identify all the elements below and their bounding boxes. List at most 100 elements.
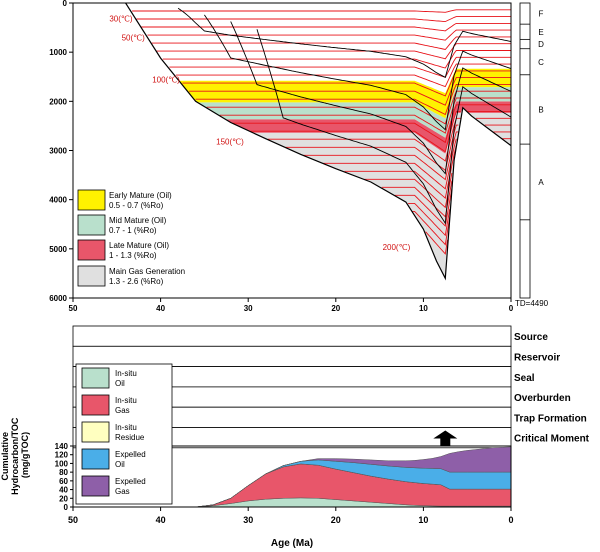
x-tick-label: 40 [156, 515, 166, 525]
isotherm-line [151, 36, 511, 50]
legend-swatch-early [77, 189, 106, 211]
legend-gas-range: 1.3 - 2.6 (%Ro) [109, 277, 164, 286]
maturity-legend: Early Mature (Oil) 0.5 - 0.7 (%Ro) Mid M… [77, 189, 185, 287]
y-tick-label: 1000 [49, 48, 67, 57]
isotherm-line [147, 29, 511, 41]
formation-label: F [539, 10, 544, 19]
event-grid [72, 325, 512, 449]
generation-legend-label: In-situ [115, 423, 137, 432]
generation-legend-swatch [81, 475, 110, 497]
stratigraphic-horizon [204, 14, 511, 131]
basement-boundary [125, 3, 511, 281]
event-label: Overburden [514, 393, 571, 404]
generation-legend-label: Residue [115, 433, 145, 442]
y-tick-label: 40 [59, 486, 68, 495]
legend-early-range: 0.5 - 0.7 (%Ro) [109, 201, 164, 210]
event-labels: Source Reservoir Seal Overburden Trap Format… [514, 332, 590, 445]
generation-x-label: Age (Ma) [271, 538, 313, 549]
isotherm-label: 30(℃) [109, 15, 133, 24]
isotherm-line [381, 180, 453, 218]
isotherm-line [156, 43, 511, 60]
y-tick-label: 140 [55, 442, 69, 451]
formation-label: A [538, 178, 544, 187]
isotherm-line [136, 16, 511, 23]
generation-legend-swatch [81, 367, 110, 389]
y-tick-label: 2000 [49, 97, 67, 106]
y-tick-label: 0 [64, 503, 69, 512]
isotherm-line [250, 111, 511, 153]
isotherm-line [206, 90, 511, 125]
burial-y-axis: 0 1000 2000 3000 4000 5000 6000 [49, 0, 73, 303]
generation-legend: In-situOilIn-situGasIn-situResidueExpell… [75, 363, 173, 505]
generation-legend-swatch [81, 448, 110, 470]
isotherm-line [189, 77, 511, 106]
generation-area [195, 446, 511, 507]
formation-label: C [538, 58, 544, 67]
event-label: Reservoir [514, 352, 560, 363]
isotherm-line [303, 131, 511, 181]
legend-swatch-mid [77, 214, 106, 236]
y-label-line-1: Cumulative [0, 432, 10, 481]
generation-x-axis: 50 40 30 20 10 0 [68, 507, 514, 525]
y-tick-label: 60 [59, 477, 68, 486]
generation-y-label: Cumulative Hydrocarbon/TOC (mg/gTOC) [0, 415, 30, 495]
isotherm-line [140, 22, 511, 32]
legend-swatch-late [77, 239, 106, 261]
x-tick-label: 10 [418, 515, 428, 525]
isotherm-line [175, 63, 511, 88]
isotherm-line [267, 117, 511, 162]
y-tick-label: 120 [55, 451, 69, 460]
isotherm-lines [132, 9, 511, 255]
critical-moment-arrow [433, 430, 458, 446]
isotherm-line [408, 202, 451, 237]
generation-plot-frame [72, 445, 512, 508]
x-tick-label: 0 [508, 515, 513, 525]
isotherm-line [322, 138, 511, 190]
isotherm-line [364, 172, 453, 209]
event-row [72, 345, 512, 367]
event-row [72, 427, 512, 449]
legend-late-name: Late Mature (Oil) [109, 241, 169, 250]
stratigraphic-horizon [177, 7, 511, 78]
y-tick-label: 100 [55, 459, 69, 468]
generation-legend-label: Expelled [115, 477, 146, 486]
x-tick-label: 20 [331, 304, 340, 313]
y-tick-label: 0 [63, 0, 68, 8]
event-label: Seal [514, 373, 535, 384]
stratigraphic-horizons [177, 7, 511, 225]
gas-window-zone [125, 3, 511, 279]
formation-label: B [538, 105, 543, 114]
generation-legend-label: Gas [115, 406, 130, 415]
event-label: Trap Formation [514, 413, 587, 424]
generation-legend-swatch [81, 394, 110, 416]
isotherm-line [232, 104, 511, 144]
mid-mature-zone [125, 3, 511, 138]
generation-legend-label: Gas [115, 487, 130, 496]
y-label-line-2: Hydrocarbon/TOC [10, 417, 20, 495]
isotherm-line [412, 210, 451, 246]
x-tick-label: 30 [243, 515, 253, 525]
isotherm-line [285, 124, 511, 172]
y-tick-label: 5000 [49, 245, 67, 254]
events-chart-panel: Source Reservoir Seal Overburden Trap Format… [72, 325, 590, 449]
stratigraphic-horizon [256, 29, 511, 225]
isotherm-line [425, 231, 448, 255]
x-tick-label: 50 [69, 304, 78, 313]
generation-legend-label: Oil [115, 460, 125, 469]
generation-legend-label: Oil [115, 379, 125, 388]
generation-legend-label: In-situ [115, 369, 137, 378]
burial-history-panel: 50 40 30 20 10 0 0 1000 2000 3000 4000 5000 6000 30… [49, 0, 548, 313]
y-tick-label: 80 [59, 468, 68, 477]
x-tick-label: 10 [419, 304, 428, 313]
formation-label: D [538, 40, 544, 49]
legend-gas-name: Main Gas Generation [109, 267, 185, 276]
generation-legend-swatch [81, 421, 110, 443]
strat-column-frame [519, 2, 531, 299]
y-tick-label: 20 [59, 494, 68, 503]
event-label: Critical Moment [514, 434, 590, 445]
isotherm-label: 200(℃) [383, 243, 411, 252]
